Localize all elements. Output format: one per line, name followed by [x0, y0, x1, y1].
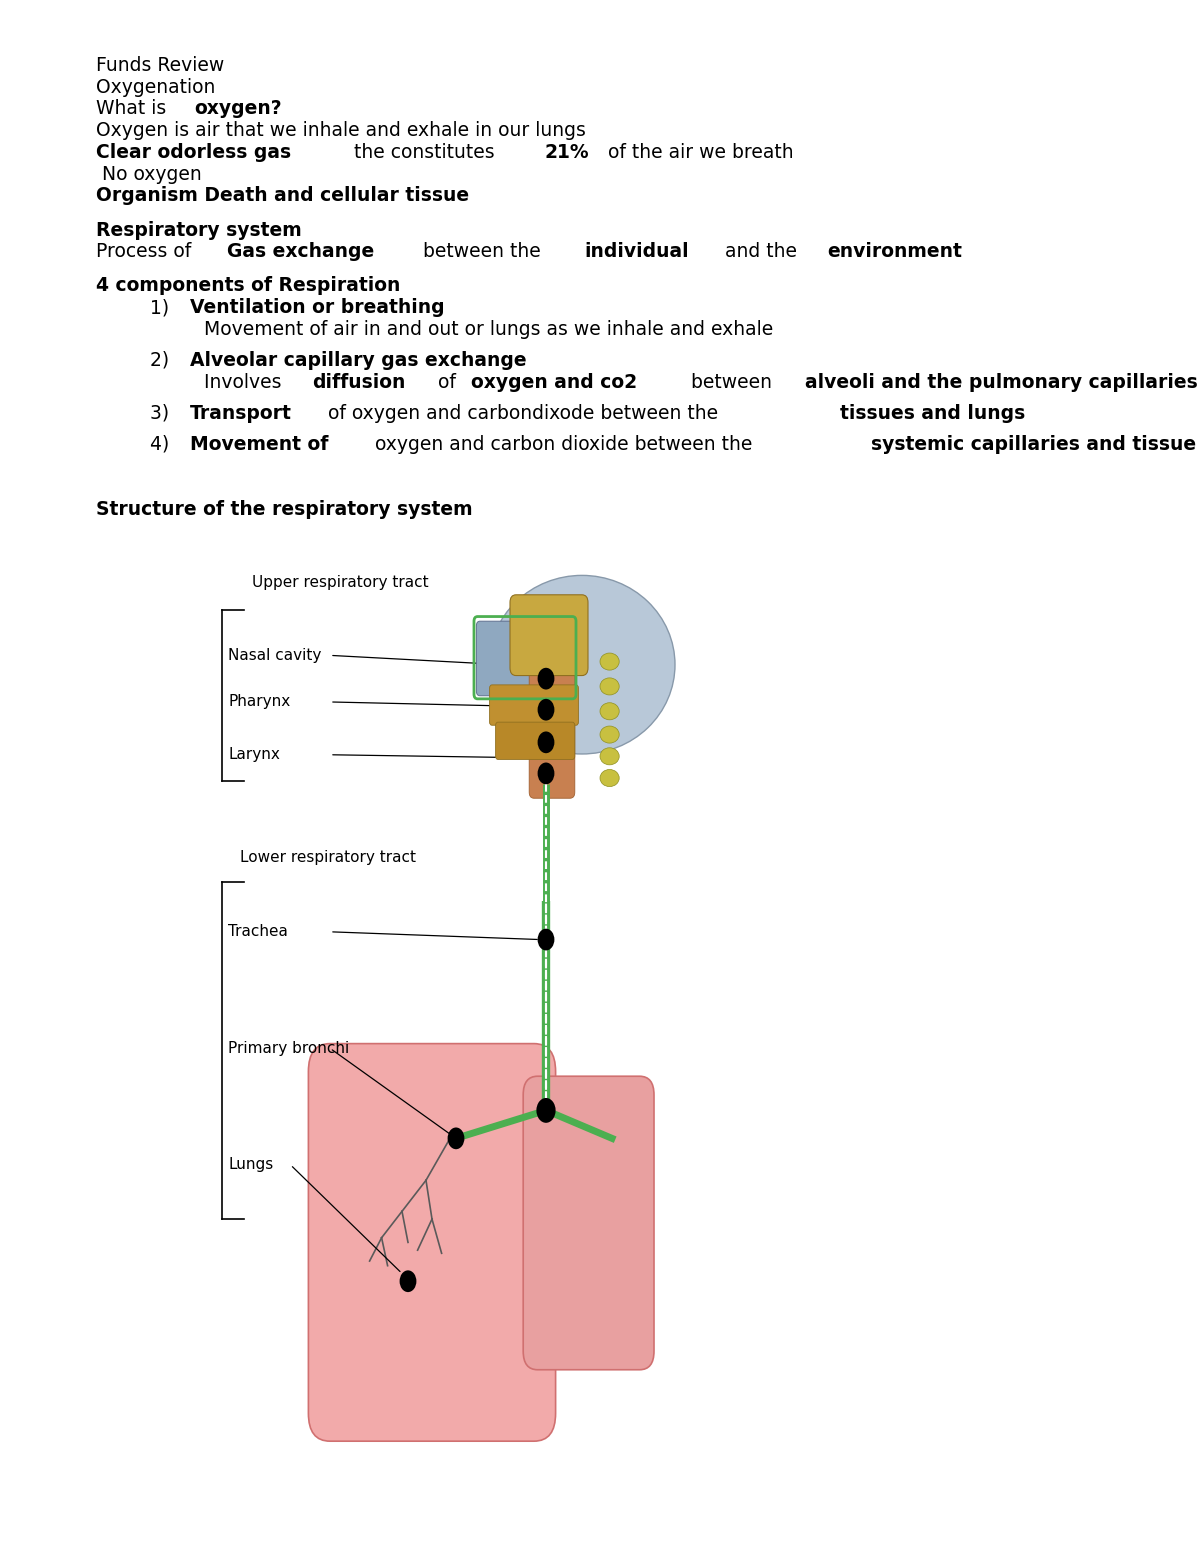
Text: Oxygenation: Oxygenation [96, 78, 215, 96]
Text: Ventilation or breathing: Ventilation or breathing [190, 298, 445, 317]
Circle shape [538, 699, 554, 721]
FancyBboxPatch shape [510, 595, 588, 676]
Text: Trachea: Trachea [228, 924, 288, 940]
Text: alveoli and the pulmonary capillaries: alveoli and the pulmonary capillaries [805, 373, 1198, 391]
Text: tissues and lungs: tissues and lungs [840, 404, 1026, 422]
Text: 3): 3) [150, 404, 181, 422]
Text: Alveolar capillary gas exchange: Alveolar capillary gas exchange [190, 351, 527, 370]
Text: 2): 2) [150, 351, 181, 370]
Text: Process of: Process of [96, 242, 197, 261]
Ellipse shape [490, 576, 674, 755]
Circle shape [538, 763, 554, 784]
Text: Lower respiratory tract: Lower respiratory tract [240, 849, 416, 865]
Text: environment: environment [828, 242, 962, 261]
Text: diffusion: diffusion [312, 373, 406, 391]
Ellipse shape [600, 654, 619, 671]
Circle shape [538, 668, 554, 690]
Text: 21%: 21% [545, 143, 589, 162]
Text: What is: What is [96, 99, 173, 118]
Text: of the air we breath: of the air we breath [602, 143, 794, 162]
Text: 4): 4) [150, 435, 181, 453]
Text: oxygen?: oxygen? [194, 99, 282, 118]
Text: Oxygen is air that we inhale and exhale in our lungs: Oxygen is air that we inhale and exhale … [96, 121, 586, 140]
Text: Lungs: Lungs [228, 1157, 274, 1173]
Text: 1): 1) [150, 298, 181, 317]
FancyBboxPatch shape [490, 685, 578, 725]
Text: the constitutes: the constitutes [348, 143, 500, 162]
Text: Organism Death and cellular tissue: Organism Death and cellular tissue [96, 186, 469, 205]
Text: Larynx: Larynx [228, 747, 280, 763]
Text: between the: between the [416, 242, 546, 261]
FancyBboxPatch shape [476, 621, 574, 696]
Ellipse shape [600, 749, 619, 766]
Text: Respiratory system: Respiratory system [96, 221, 301, 239]
Text: Primary bronchi: Primary bronchi [228, 1041, 349, 1056]
FancyBboxPatch shape [496, 722, 575, 759]
Text: Nasal cavity: Nasal cavity [228, 648, 322, 663]
Text: of oxygen and carbondixode between the: of oxygen and carbondixode between the [322, 404, 724, 422]
Text: Transport: Transport [190, 404, 292, 422]
Text: Movement of air in and out or lungs as we inhale and exhale: Movement of air in and out or lungs as w… [204, 320, 773, 339]
Ellipse shape [600, 769, 619, 787]
Text: between: between [685, 373, 778, 391]
Text: systemic capillaries and tissue: systemic capillaries and tissue [871, 435, 1196, 453]
Circle shape [538, 929, 554, 950]
Text: individual: individual [584, 242, 689, 261]
Text: Clear odorless gas: Clear odorless gas [96, 143, 292, 162]
Text: No oxygen: No oxygen [96, 165, 202, 183]
Circle shape [400, 1270, 416, 1292]
Text: Movement of: Movement of [191, 435, 329, 453]
FancyBboxPatch shape [308, 1044, 556, 1441]
FancyBboxPatch shape [529, 654, 575, 798]
Text: Gas exchange: Gas exchange [227, 242, 374, 261]
Ellipse shape [600, 677, 619, 696]
Text: oxygen and carbon dioxide between the: oxygen and carbon dioxide between the [368, 435, 758, 453]
Text: Structure of the respiratory system: Structure of the respiratory system [96, 500, 473, 519]
Text: Upper respiratory tract: Upper respiratory tract [252, 575, 428, 590]
Text: Involves: Involves [204, 373, 288, 391]
Ellipse shape [600, 725, 619, 744]
Ellipse shape [600, 702, 619, 719]
Text: oxygen and co2: oxygen and co2 [470, 373, 637, 391]
Text: and the: and the [719, 242, 803, 261]
Text: Pharynx: Pharynx [228, 694, 290, 710]
Text: of: of [432, 373, 462, 391]
Circle shape [448, 1127, 464, 1149]
Circle shape [538, 731, 554, 753]
Circle shape [536, 1098, 556, 1123]
FancyBboxPatch shape [523, 1076, 654, 1370]
Text: Funds Review: Funds Review [96, 56, 224, 75]
Text: 4 components of Respiration: 4 components of Respiration [96, 276, 401, 295]
